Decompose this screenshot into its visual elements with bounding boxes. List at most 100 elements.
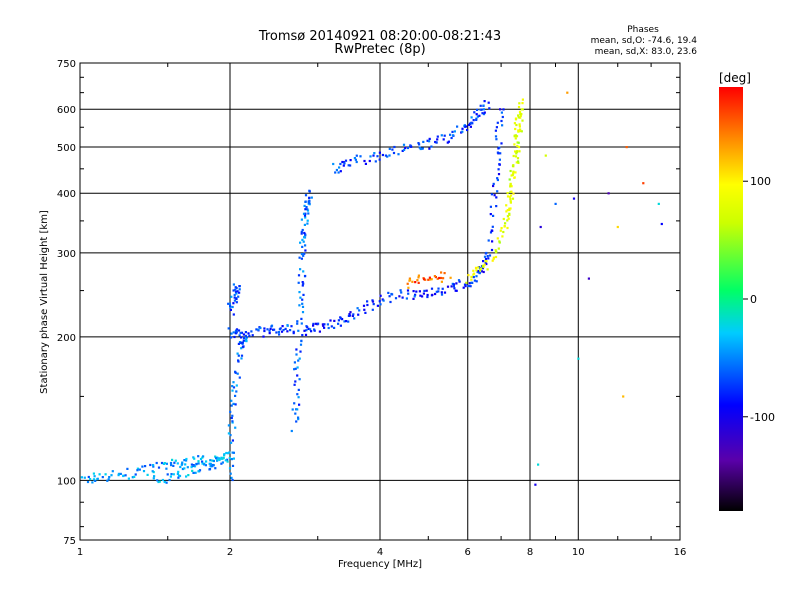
data-point bbox=[475, 118, 478, 121]
data-point bbox=[229, 308, 232, 311]
data-point bbox=[275, 331, 278, 334]
data-point bbox=[378, 151, 381, 154]
data-point bbox=[227, 424, 230, 427]
data-point bbox=[500, 142, 503, 145]
data-point bbox=[255, 328, 258, 331]
y-tick-label: 400 bbox=[57, 189, 76, 200]
data-point bbox=[197, 460, 200, 463]
data-point bbox=[239, 341, 242, 345]
data-point bbox=[230, 295, 233, 298]
data-point bbox=[457, 279, 461, 282]
data-point bbox=[238, 285, 241, 288]
data-point bbox=[303, 329, 306, 332]
data-point bbox=[509, 207, 512, 210]
data-point bbox=[515, 123, 518, 127]
data-point bbox=[483, 111, 486, 114]
data-point bbox=[418, 143, 421, 146]
data-point bbox=[473, 111, 476, 114]
data-point bbox=[343, 162, 346, 165]
data-point bbox=[310, 330, 313, 333]
data-point bbox=[241, 342, 244, 345]
data-point bbox=[235, 292, 238, 295]
data-point bbox=[301, 284, 304, 287]
data-point bbox=[231, 414, 234, 417]
data-point bbox=[295, 420, 298, 423]
data-point bbox=[419, 294, 422, 297]
data-point bbox=[344, 159, 348, 162]
data-point bbox=[211, 463, 214, 467]
data-point bbox=[492, 184, 495, 188]
data-point bbox=[492, 182, 495, 185]
data-point bbox=[423, 289, 426, 292]
data-point bbox=[303, 214, 307, 217]
data-point bbox=[506, 209, 509, 212]
data-point bbox=[268, 329, 271, 332]
data-point bbox=[440, 293, 444, 296]
data-point bbox=[577, 357, 580, 360]
data-point bbox=[472, 276, 475, 279]
data-point bbox=[508, 208, 511, 212]
data-point bbox=[514, 117, 518, 120]
data-point bbox=[352, 313, 355, 316]
data-point bbox=[353, 317, 356, 320]
data-point bbox=[299, 350, 302, 353]
data-point bbox=[463, 283, 467, 286]
data-point bbox=[514, 127, 517, 131]
data-point bbox=[303, 236, 306, 239]
data-point bbox=[435, 290, 438, 293]
data-point bbox=[393, 145, 396, 149]
data-point bbox=[263, 329, 266, 333]
data-point bbox=[509, 197, 512, 201]
data-point bbox=[305, 206, 308, 209]
data-point bbox=[172, 473, 175, 476]
data-point bbox=[430, 287, 434, 290]
data-point bbox=[473, 272, 476, 275]
data-point bbox=[436, 135, 439, 138]
data-point bbox=[488, 107, 491, 110]
data-point bbox=[512, 164, 515, 167]
data-point bbox=[201, 460, 204, 463]
data-point bbox=[518, 125, 521, 128]
data-point bbox=[339, 317, 343, 320]
data-point bbox=[192, 464, 195, 468]
data-point bbox=[230, 404, 233, 407]
data-point bbox=[232, 402, 235, 405]
data-point bbox=[499, 108, 502, 111]
data-point bbox=[299, 268, 302, 271]
data-point bbox=[469, 285, 472, 288]
data-point bbox=[141, 465, 144, 468]
data-point bbox=[230, 336, 233, 339]
data-point bbox=[418, 146, 421, 149]
plot-area: 1 2 4 6 8 10 16 75 100 200 300 400 500 600 750 bbox=[57, 59, 686, 558]
data-point bbox=[124, 474, 127, 477]
data-point bbox=[335, 168, 338, 172]
data-point bbox=[506, 195, 510, 198]
data-point bbox=[492, 214, 495, 217]
data-point bbox=[304, 208, 307, 211]
data-point bbox=[428, 276, 431, 279]
data-point bbox=[244, 339, 247, 342]
data-point bbox=[422, 140, 425, 143]
data-point bbox=[232, 313, 235, 316]
data-point bbox=[465, 281, 468, 284]
data-point bbox=[481, 267, 484, 270]
data-point bbox=[397, 153, 400, 156]
data-point bbox=[470, 278, 473, 281]
data-point bbox=[419, 147, 422, 151]
data-point bbox=[296, 320, 299, 323]
phases-title: Phases bbox=[627, 25, 659, 35]
data-point bbox=[234, 288, 237, 291]
data-point bbox=[338, 166, 341, 169]
data-point bbox=[304, 212, 307, 215]
data-point bbox=[106, 479, 109, 482]
data-point bbox=[382, 299, 385, 302]
data-point bbox=[343, 320, 346, 323]
data-point bbox=[452, 285, 455, 288]
data-point bbox=[379, 303, 382, 306]
data-point bbox=[227, 302, 230, 305]
data-point bbox=[475, 280, 478, 283]
data-point bbox=[192, 471, 195, 474]
data-point bbox=[235, 384, 238, 387]
data-point bbox=[161, 478, 164, 482]
data-point bbox=[230, 476, 233, 479]
